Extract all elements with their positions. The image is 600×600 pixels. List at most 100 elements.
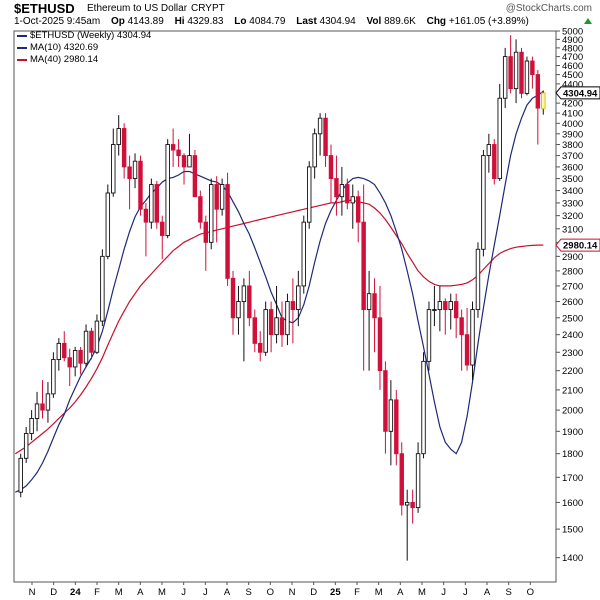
candle — [198, 190, 203, 229]
candle-body — [334, 178, 339, 198]
candle-body — [72, 350, 78, 368]
candle-body — [306, 166, 312, 223]
candle — [350, 184, 355, 229]
candle — [241, 278, 247, 362]
candle-body — [258, 342, 263, 353]
candle — [377, 285, 383, 390]
candle — [89, 327, 94, 360]
candle-body — [45, 393, 51, 411]
y-tick-label: 3400 — [562, 186, 583, 197]
candle — [111, 128, 116, 197]
candle — [508, 35, 513, 94]
candle — [437, 285, 443, 332]
candle — [209, 178, 214, 250]
x-tick-label: O — [267, 587, 274, 598]
candle — [274, 285, 279, 344]
candle — [45, 382, 51, 423]
candle-body — [475, 248, 481, 311]
candle-body — [519, 51, 524, 94]
candle — [225, 172, 230, 286]
candle — [306, 161, 312, 229]
candle — [404, 489, 410, 561]
candle-body — [252, 317, 258, 344]
candle-body — [432, 309, 437, 312]
candle — [372, 278, 377, 353]
candle-body — [410, 501, 415, 509]
candle — [426, 301, 432, 371]
candle-body — [67, 357, 72, 368]
y-tick-label: 3900 — [562, 129, 583, 140]
candle — [502, 47, 508, 109]
candle-body — [350, 196, 355, 204]
last-price-tag: 4304.94 — [555, 86, 600, 100]
candle-body — [470, 309, 475, 366]
candle-body — [121, 128, 127, 168]
y-tick-label: 2400 — [562, 330, 583, 341]
candle — [214, 176, 219, 243]
x-tick-label: J — [181, 587, 186, 598]
y-tick-label: 4600 — [562, 61, 583, 72]
ma40-line — [14, 199, 544, 455]
candle — [230, 270, 236, 335]
candle — [121, 123, 127, 179]
candle-body — [203, 221, 209, 243]
candle — [394, 389, 399, 466]
x-tick-label: J — [463, 587, 468, 598]
x-tick-label: S — [505, 587, 511, 598]
candle-body — [268, 309, 274, 336]
candle — [285, 293, 290, 346]
candle-body — [301, 221, 306, 287]
candle-body — [492, 144, 497, 180]
y-tick-label: 2100 — [562, 385, 583, 396]
candle-body — [388, 399, 394, 432]
candle-body — [372, 293, 377, 319]
last-price-tag-box — [555, 86, 600, 100]
y-tick-label: 1700 — [562, 473, 583, 484]
y-tick-label: 3800 — [562, 140, 583, 151]
candle-body — [361, 221, 366, 311]
y-tick-label: 2600 — [562, 297, 583, 308]
candle — [219, 178, 225, 216]
x-tick-label: A — [484, 587, 491, 598]
candle-body — [23, 433, 29, 459]
quote-date: 1-Oct-2025 9:45am — [14, 16, 101, 27]
candle — [149, 178, 154, 229]
candle-body — [312, 133, 317, 168]
x-tick-label: J — [441, 587, 446, 598]
candle-body — [443, 301, 448, 311]
candle — [34, 391, 40, 432]
candle-body — [290, 301, 296, 311]
candle-body — [29, 417, 34, 434]
candle — [481, 150, 486, 257]
legend-price-swatch — [17, 35, 27, 37]
x-tick-label: F — [94, 587, 100, 598]
last-price-tag-text: 4304.94 — [563, 88, 598, 99]
candle-body — [40, 403, 45, 411]
candle — [328, 144, 334, 203]
candle-body — [132, 160, 138, 180]
candle — [94, 314, 100, 355]
candle-body — [143, 208, 149, 223]
candle — [541, 90, 546, 115]
candle-body — [181, 155, 187, 168]
candle — [170, 128, 176, 167]
y-tick-label: 4200 — [562, 99, 583, 110]
candle — [470, 301, 475, 381]
y-tick-label: 4900 — [562, 35, 583, 46]
candle — [29, 410, 34, 441]
candle — [247, 270, 252, 327]
candle-body — [508, 56, 513, 90]
candle — [100, 249, 105, 327]
candle-body — [154, 184, 160, 223]
candle — [160, 215, 165, 260]
candle — [154, 180, 160, 229]
candle — [252, 309, 258, 353]
candle — [51, 352, 56, 398]
x-tick-label: S — [245, 587, 251, 598]
last-value: 4304.94 — [319, 16, 356, 27]
candle — [399, 442, 404, 516]
candle-body — [535, 74, 541, 109]
candle — [334, 155, 339, 216]
x-tick-label: 25 — [330, 587, 341, 598]
candle — [290, 278, 296, 344]
